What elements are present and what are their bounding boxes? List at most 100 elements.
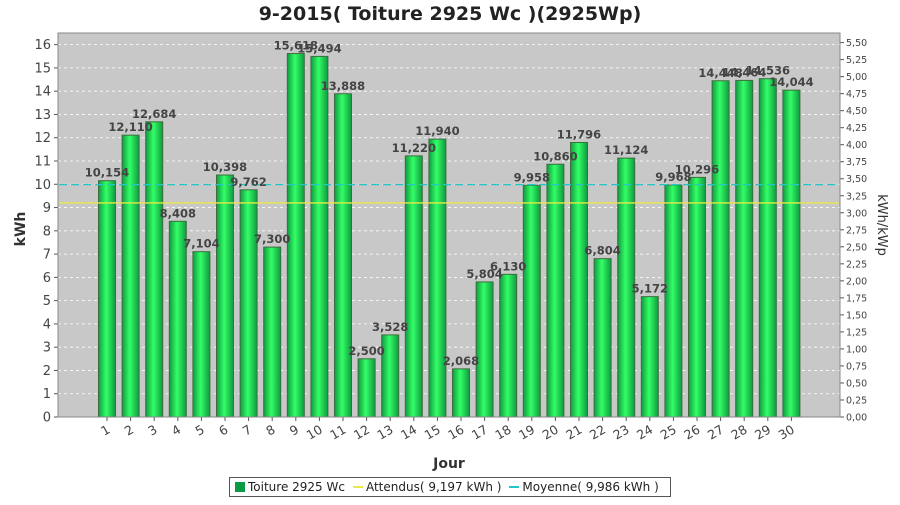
data-label: 5,172	[632, 282, 668, 296]
x-tick-label: 18	[492, 422, 513, 443]
bar	[357, 358, 376, 418]
data-label: 2,500	[348, 344, 384, 358]
bar	[168, 220, 187, 418]
bar	[145, 121, 164, 418]
y2-tick-label: 4,50	[846, 106, 867, 117]
bar	[711, 80, 730, 418]
y2-tick-label: 3,00	[846, 208, 867, 219]
data-label: 10,296	[675, 162, 719, 176]
legend-item-average: Moyenne( 9,986 kWh )	[509, 480, 659, 494]
y-tick-label: 5	[43, 294, 51, 309]
data-label: 10,154	[85, 166, 129, 180]
x-tick-label: 28	[728, 422, 749, 443]
x-tick-label: 17	[469, 422, 490, 443]
x-tick-label: 4	[169, 422, 183, 439]
y2-tick-label: 1,25	[846, 327, 867, 338]
y2-tick-label: 4,25	[846, 123, 867, 134]
y2-tick-label: 5,50	[846, 38, 867, 49]
x-tick-label: 12	[351, 422, 372, 443]
x-tick-label: 24	[634, 422, 655, 443]
y2-tick-label: 0,50	[846, 378, 867, 389]
bar	[640, 296, 659, 418]
y-tick-label: 7	[43, 248, 51, 263]
bar	[522, 184, 541, 418]
legend-line-icon	[509, 486, 520, 488]
x-tick-label: 8	[263, 422, 277, 439]
y2-tick-label: 3,25	[846, 191, 867, 202]
legend-swatch-icon	[235, 482, 245, 492]
y2-tick-label: 2,00	[846, 276, 867, 287]
x-tick-label: 7	[240, 422, 254, 439]
y2-tick-label: 2,25	[846, 259, 867, 270]
data-label: 13,888	[321, 79, 365, 93]
data-label: 10,860	[533, 149, 577, 163]
y-tick-label: 6	[43, 271, 51, 286]
y2-tick-label: 3,50	[846, 174, 867, 185]
y-axis-label: kWh	[13, 212, 29, 247]
data-label: 6,130	[490, 259, 526, 273]
data-label: 11,124	[604, 143, 648, 157]
y-tick-label: 9	[43, 201, 51, 216]
bar	[404, 155, 423, 418]
x-tick-label: 16	[445, 422, 466, 443]
y-tick-label: 13	[34, 108, 51, 123]
bar	[593, 258, 612, 418]
x-axis-label: Jour	[432, 456, 465, 472]
x-tick-label: 2	[122, 422, 136, 439]
x-tick-label: 29	[752, 422, 773, 443]
y-tick-label: 14	[34, 85, 51, 100]
y2-axis-label: kWh/kWp	[874, 194, 889, 256]
data-label: 12,684	[132, 107, 176, 121]
x-tick-label: 23	[610, 422, 631, 443]
y2-tick-label: 1,00	[846, 344, 867, 355]
bar	[334, 93, 352, 418]
y2-tick-label: 5,25	[846, 55, 867, 66]
data-label: 2,068	[443, 354, 479, 368]
data-label: 8,408	[160, 206, 196, 220]
x-tick-label: 21	[563, 422, 584, 443]
y2-tick-label: 5,00	[846, 72, 867, 83]
data-label: 14,448	[698, 66, 742, 80]
data-label: 9,958	[514, 170, 550, 184]
bar	[546, 163, 565, 418]
y-tick-label: 0	[43, 411, 51, 426]
bar	[499, 273, 518, 418]
data-label: 14,536	[746, 64, 790, 78]
x-tick-label: 3	[145, 422, 159, 439]
y-tick-label: 8	[43, 224, 51, 239]
bar	[664, 184, 683, 418]
y2-tick-label: 1,50	[846, 310, 867, 321]
legend-line-icon	[352, 486, 363, 488]
y-tick-label: 11	[34, 155, 51, 170]
x-tick-label: 10	[304, 422, 325, 443]
data-label: 11,940	[415, 124, 459, 138]
bar	[310, 55, 329, 418]
data-label: 14,044	[769, 75, 813, 89]
bar	[782, 89, 801, 418]
y2-tick-label: 4,75	[846, 89, 867, 100]
bar	[98, 180, 116, 418]
y2-tick-label: 2,75	[846, 225, 867, 236]
data-label: 15,494	[297, 41, 341, 55]
bar	[570, 141, 588, 418]
data-label: 15,618	[274, 39, 318, 53]
data-label: 5,804	[466, 267, 502, 281]
data-label: 10,398	[203, 160, 247, 174]
plot-area	[57, 32, 841, 418]
x-tick-label: 14	[398, 422, 419, 443]
data-label: 7,104	[183, 237, 219, 251]
data-label: 9,762	[230, 175, 266, 189]
y-tick-label: 16	[34, 38, 51, 53]
chart-title: 9-2015( Toiture 2925 Wc )(2925Wp)	[259, 3, 642, 25]
data-label: 11,220	[392, 141, 436, 155]
legend-label-expected: Attendus( 9,197 kWh )	[365, 480, 502, 494]
data-label: 12,110	[108, 120, 152, 134]
y2-tick-label: 0,75	[846, 361, 867, 372]
y-tick-label: 12	[34, 131, 51, 146]
data-label: 9,968	[655, 170, 691, 184]
x-tick-label: 11	[327, 422, 348, 443]
y2-tick-label: 3,75	[846, 157, 867, 168]
bar	[239, 189, 258, 418]
bar	[688, 176, 706, 418]
